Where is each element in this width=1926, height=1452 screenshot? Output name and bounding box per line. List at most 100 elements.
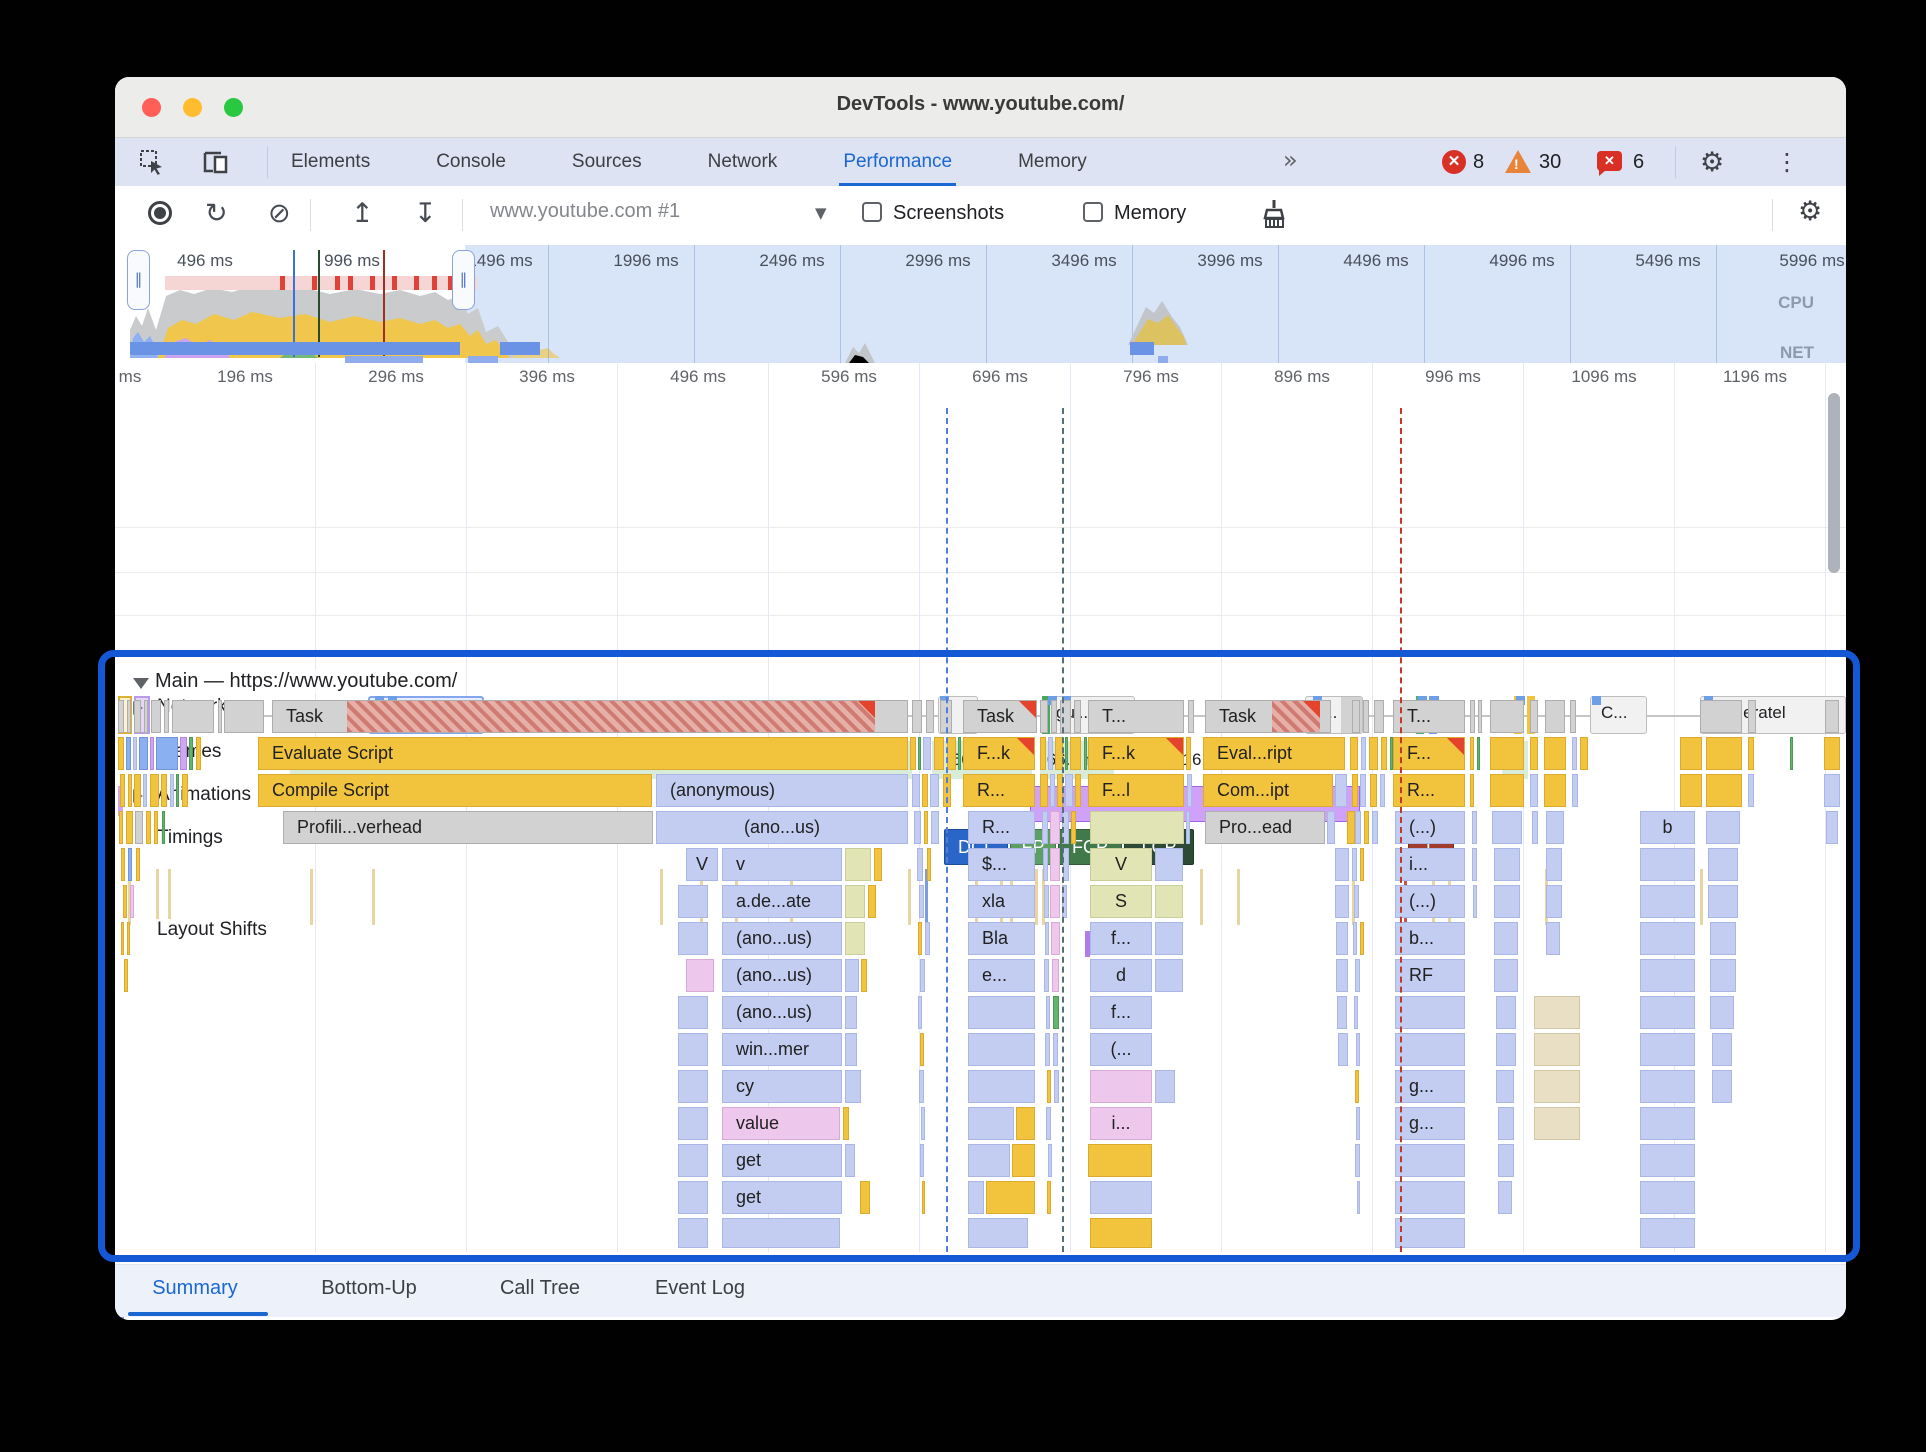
flame-bar[interactable] [1395, 1144, 1465, 1177]
flame-bar[interactable] [1155, 922, 1183, 955]
details-tab-bottom-up[interactable]: Bottom-Up [321, 1277, 417, 1299]
screenshots-checkbox[interactable] [862, 202, 882, 222]
flame-bar[interactable] [1338, 1033, 1348, 1066]
flame-bar[interactable] [1640, 1107, 1695, 1140]
flame-bar[interactable] [1090, 1218, 1152, 1248]
flame-bar-compile-script[interactable]: Compile Script [258, 774, 652, 807]
flame-bar-i-[interactable]: i... [1090, 1107, 1152, 1140]
settings-gear-icon[interactable]: ⚙ [1700, 147, 1725, 178]
details-tab-summary[interactable]: Summary [152, 1277, 238, 1299]
flame-bar[interactable] [678, 1107, 708, 1140]
flame-bar-t-[interactable]: T... [1393, 700, 1465, 733]
flame-bar-g-[interactable]: g... [1395, 1107, 1465, 1140]
flame-bar[interactable] [868, 885, 876, 918]
flame-bar-profili-verhead[interactable]: Profili...verhead [283, 811, 653, 844]
issues-icon[interactable]: ✕ [1597, 151, 1622, 176]
memory-checkbox[interactable] [1083, 202, 1103, 222]
flame-bar[interactable] [968, 996, 1035, 1029]
flame-bar[interactable] [1640, 959, 1695, 992]
flame-bar[interactable] [1155, 848, 1183, 881]
inspect-element-icon[interactable] [139, 149, 165, 175]
flame-bar-b-[interactable]: b... [1395, 922, 1465, 955]
flame-bar-v[interactable]: v [722, 848, 842, 881]
flame-bar[interactable] [1534, 1107, 1580, 1140]
flame-bar[interactable] [1347, 811, 1355, 844]
timeline-overview[interactable]: CPU NET 496 ms 996 ms 1496 ms 1996 ms 2496 m… [115, 245, 1846, 364]
tab-elements[interactable]: Elements [291, 151, 371, 172]
flame-bar-com-ipt[interactable]: Com...ipt [1203, 774, 1333, 807]
flame-bar[interactable] [968, 1107, 1014, 1140]
tab-network[interactable]: Network [707, 151, 778, 172]
flame-bar-e-[interactable]: e... [968, 959, 1035, 992]
details-tab-call-tree[interactable]: Call Tree [499, 1277, 581, 1299]
flame-bar-f-[interactable]: f... [1090, 922, 1152, 955]
console-errors-icon[interactable]: ✕ [1442, 150, 1466, 174]
flame-bar[interactable] [1534, 1070, 1580, 1103]
flame-bar[interactable] [1155, 959, 1183, 992]
flame-bar-d[interactable]: d [1090, 959, 1152, 992]
flame-bar[interactable] [845, 1070, 861, 1103]
tracks-scrollbar[interactable] [1828, 393, 1840, 573]
flame-bar--ano-us-[interactable]: (ano...us) [722, 959, 842, 992]
flame-bar--[interactable]: (... [1090, 1033, 1152, 1066]
flame-bar[interactable] [1640, 848, 1695, 881]
flame-bar[interactable] [968, 1181, 984, 1214]
flame-bar[interactable] [968, 1033, 1035, 1066]
error-count[interactable]: 8 [1473, 151, 1485, 173]
flame-bar-s[interactable]: S [1090, 885, 1152, 918]
flame-bar[interactable] [968, 1070, 1035, 1103]
flame-bar[interactable] [1336, 922, 1348, 955]
flame-bar[interactable] [845, 885, 865, 918]
flame-bar[interactable] [1640, 1181, 1695, 1214]
flame-bar[interactable] [1395, 1218, 1465, 1248]
flame-bar[interactable] [678, 1218, 708, 1248]
console-warnings-icon[interactable] [1505, 150, 1531, 173]
flame-bar[interactable] [1395, 996, 1465, 1029]
flame-bar-f-[interactable]: F... [1393, 737, 1465, 770]
flame-bar--[interactable]: $... [968, 848, 1035, 881]
flame-bar[interactable] [678, 885, 708, 918]
garbage-collect-icon[interactable] [1260, 198, 1290, 232]
main-collapse-icon[interactable] [133, 678, 149, 689]
record-button[interactable] [148, 201, 172, 225]
flame-bar[interactable] [678, 1070, 708, 1103]
flame-bar[interactable] [843, 1107, 849, 1140]
flame-bar[interactable] [1335, 848, 1349, 881]
flame-bar[interactable] [1640, 1218, 1695, 1248]
zoom-range-handle[interactable]: ‖ [452, 250, 475, 310]
minimize-window-button[interactable] [183, 98, 202, 117]
capture-settings-gear-icon[interactable]: ⚙ [1798, 196, 1823, 227]
flame-bar[interactable] [1090, 1070, 1152, 1103]
kebab-menu-icon[interactable]: ⋮ [1775, 148, 1799, 176]
flame-bar-b[interactable]: b [1640, 811, 1695, 844]
tab-sources[interactable]: Sources [571, 151, 642, 172]
flame-bar[interactable] [1090, 1181, 1152, 1214]
flame-bar-r-[interactable]: R... [1393, 774, 1465, 807]
tab-memory[interactable]: Memory [1018, 151, 1087, 172]
screenshots-label[interactable]: Screenshots [893, 202, 1005, 224]
flame-bar[interactable] [678, 1144, 708, 1177]
flame-bar[interactable] [968, 1218, 1028, 1248]
flame-bar[interactable] [1155, 885, 1183, 918]
flame-bar[interactable] [1640, 1070, 1695, 1103]
details-tab-event-log[interactable]: Event Log [654, 1277, 746, 1299]
flame-bar-get[interactable]: get [722, 1181, 842, 1214]
flame-bar-evaluate-script[interactable]: Evaluate Script [258, 737, 908, 770]
flame-bar-pro-ead[interactable]: Pro...ead [1205, 811, 1325, 844]
flame-bar-f-l[interactable]: F...l [1088, 774, 1184, 807]
save-profile-button[interactable]: ↧ [414, 198, 437, 229]
flame-bar-i-[interactable]: i... [1395, 848, 1465, 881]
flame-bar[interactable] [678, 922, 708, 955]
flame-bar-task[interactable]: Task [963, 700, 1037, 733]
flame-bar[interactable] [1640, 1144, 1695, 1177]
layout-shift-mark[interactable] [1085, 931, 1090, 957]
flame-bar-t-[interactable]: T... [1088, 700, 1184, 733]
flame-bar-task[interactable]: Task [272, 700, 908, 733]
profile-select-dropdown-icon[interactable]: ▼ [815, 204, 827, 222]
flame-bar[interactable] [686, 959, 714, 992]
flame-bar[interactable] [1534, 1033, 1580, 1066]
flame-bar-bla[interactable]: Bla [968, 922, 1035, 955]
flame-bar[interactable] [1640, 922, 1695, 955]
flame-bar-v[interactable]: V [1090, 848, 1152, 881]
flame-bar[interactable] [1012, 1144, 1035, 1177]
